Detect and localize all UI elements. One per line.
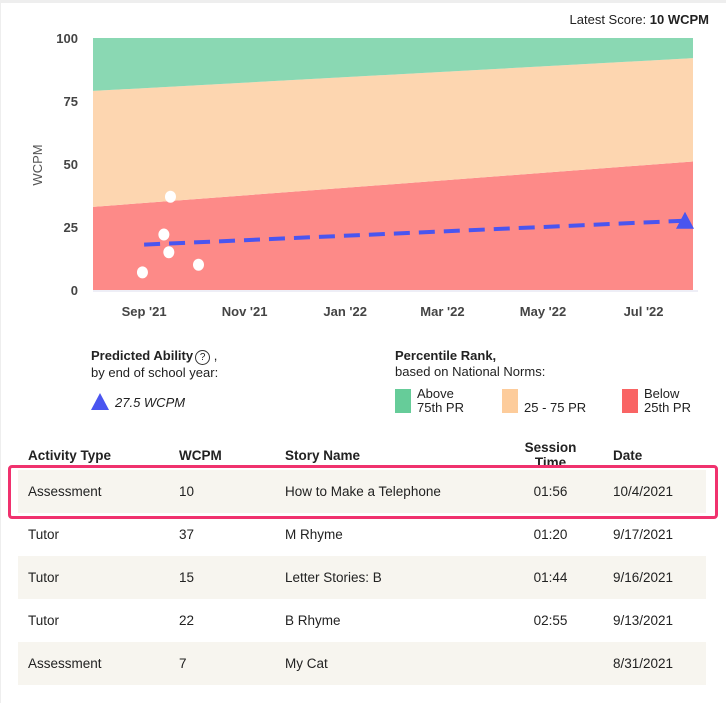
data-point bbox=[192, 258, 204, 271]
band bbox=[93, 58, 693, 207]
table-cell: 10 bbox=[169, 470, 275, 513]
latest-score-label: Latest Score: bbox=[569, 12, 647, 27]
table-cell: 8/31/2021 bbox=[603, 642, 706, 685]
table-row[interactable]: Tutor 15 Letter Stories: B 01:44 9/16/2021 bbox=[18, 556, 706, 599]
table-cell: 01:44 bbox=[498, 556, 603, 599]
col-wcpm[interactable]: WCPM bbox=[179, 447, 222, 463]
table-cell: 9/13/2021 bbox=[613, 613, 674, 628]
predicted-ability-subtitle: by end of school year: bbox=[91, 365, 219, 380]
predicted-marker bbox=[676, 211, 694, 229]
activity-table: Activity Type WCPM Story Name Session Ti… bbox=[18, 440, 706, 685]
x-tick-label: Mar '22 bbox=[420, 304, 464, 319]
legend-swatch-below bbox=[622, 389, 638, 413]
table-cell: 9/16/2021 bbox=[603, 556, 706, 599]
table-row[interactable]: Assessment 7 My Cat 8/31/2021 bbox=[18, 642, 706, 685]
table-cell: 02:55 bbox=[533, 613, 568, 628]
data-point bbox=[164, 190, 176, 203]
table-cell: Assessment bbox=[18, 470, 169, 513]
table-cell: 7 bbox=[169, 642, 275, 685]
percentile-rank-title: Percentile Rank, based on National Norms: bbox=[395, 348, 546, 379]
col-date[interactable]: Date bbox=[613, 447, 643, 463]
x-tick-label: Nov '21 bbox=[222, 304, 268, 319]
help-icon[interactable]: ? bbox=[195, 350, 211, 365]
legend-label-middle: 25 - 75 PR bbox=[524, 400, 587, 415]
y-axis-label: WCPM bbox=[30, 144, 45, 185]
data-point bbox=[158, 228, 170, 241]
predicted-ability-title: Predicted Ability? , by end of school yea… bbox=[91, 348, 219, 380]
y-tick-label: 50 bbox=[64, 157, 78, 172]
legend-swatch-above bbox=[395, 389, 411, 413]
table-cell: 10/4/2021 bbox=[603, 470, 706, 513]
x-tick-label: Jul '22 bbox=[624, 304, 664, 319]
table-cell: 22 bbox=[179, 613, 195, 628]
table-cell: 01:56 bbox=[498, 470, 603, 513]
table-cell: Letter Stories: B bbox=[275, 556, 498, 599]
table-cell: 9/17/2021 bbox=[613, 527, 674, 542]
legend-swatch-middle bbox=[502, 389, 518, 413]
table-row[interactable]: Tutor 37 M Rhyme 01:20 9/17/2021 bbox=[18, 513, 706, 556]
table-cell: How to Make a Telephone bbox=[275, 470, 498, 513]
legend-label-above: Above 75th PR bbox=[417, 386, 464, 415]
table-header: Activity Type WCPM Story Name Session Ti… bbox=[18, 440, 706, 470]
y-tick-label: 0 bbox=[71, 283, 78, 298]
table-cell: 01:20 bbox=[533, 527, 568, 542]
trend-line bbox=[144, 218, 686, 247]
table-row[interactable]: Tutor 22 B Rhyme 02:55 9/13/2021 bbox=[18, 599, 706, 642]
y-tick-label: 75 bbox=[64, 94, 78, 109]
latest-score: Latest Score: 10 WCPM bbox=[570, 12, 709, 27]
data-point bbox=[163, 246, 175, 259]
data-point bbox=[136, 266, 148, 279]
table-cell: 15 bbox=[169, 556, 275, 599]
table-cell: Assessment bbox=[18, 642, 169, 685]
table-cell: M Rhyme bbox=[285, 527, 343, 542]
table-row[interactable]: Assessment 10 How to Make a Telephone 01:56… bbox=[18, 470, 706, 513]
col-activity-type[interactable]: Activity Type bbox=[28, 447, 112, 463]
table-cell: B Rhyme bbox=[285, 613, 341, 628]
x-tick-label: Jan '22 bbox=[323, 304, 367, 319]
band bbox=[93, 38, 693, 91]
y-tick-label: 25 bbox=[64, 220, 78, 235]
band bbox=[93, 161, 693, 290]
wcpm-chart: 0 25 50 75 100 Sep '21 Nov '21 Jan '22 Mar '22 Ma… bbox=[30, 31, 698, 319]
col-story-name[interactable]: Story Name bbox=[285, 447, 361, 463]
x-tick-label: May '22 bbox=[520, 304, 566, 319]
legend-label-below: Below 25th PR bbox=[644, 386, 691, 415]
x-tick-label: Sep '21 bbox=[122, 304, 167, 319]
table-cell: My Cat bbox=[275, 642, 498, 685]
table-cell: Tutor bbox=[28, 527, 60, 542]
predicted-value: 27.5 WCPM bbox=[115, 395, 186, 410]
y-tick-label: 100 bbox=[56, 31, 78, 46]
table-cell bbox=[498, 642, 603, 685]
table-cell: 37 bbox=[179, 527, 195, 542]
table-cell: Tutor bbox=[28, 613, 60, 628]
latest-score-value: 10 WCPM bbox=[649, 12, 709, 27]
highlight-box bbox=[8, 465, 718, 519]
table-cell: Tutor bbox=[18, 556, 169, 599]
triangle-icon bbox=[91, 393, 109, 410]
